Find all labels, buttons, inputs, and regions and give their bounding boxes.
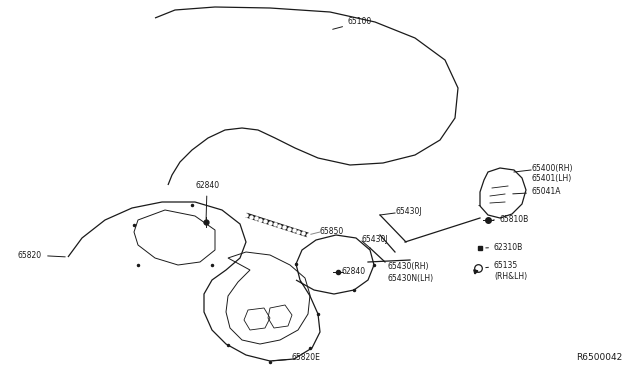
Text: 62310B: 62310B (486, 243, 524, 251)
Text: 65430J: 65430J (362, 235, 388, 244)
Text: 65430J: 65430J (396, 208, 422, 217)
Text: 65820: 65820 (18, 250, 65, 260)
Text: 65850: 65850 (320, 228, 344, 237)
Text: 65135: 65135 (486, 260, 518, 269)
Text: 65400(RH): 65400(RH) (532, 164, 573, 173)
Text: 65100: 65100 (333, 17, 372, 29)
Text: 62840: 62840 (338, 267, 366, 276)
Text: 65810B: 65810B (493, 215, 529, 224)
Text: 65430(RH): 65430(RH) (388, 262, 429, 270)
Text: 65820E: 65820E (273, 353, 321, 362)
Text: 65430N(LH): 65430N(LH) (388, 273, 434, 282)
Text: (RH&LH): (RH&LH) (494, 272, 527, 280)
Text: 65401(LH): 65401(LH) (532, 174, 572, 183)
Text: 65041A: 65041A (513, 187, 561, 196)
Text: 62840: 62840 (195, 182, 219, 219)
Text: R6500042: R6500042 (576, 353, 622, 362)
